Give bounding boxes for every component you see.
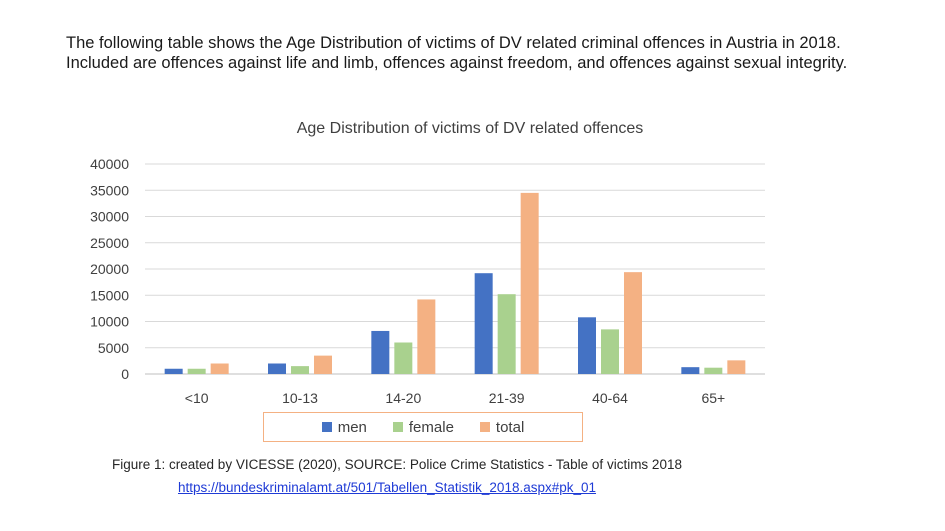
legend-item-men: men xyxy=(321,418,367,436)
bar-female xyxy=(704,367,723,374)
chart-title: Age Distribution of victims of DV relate… xyxy=(296,120,644,137)
y-tick-label: 10000 xyxy=(90,314,129,330)
legend-item-female: female xyxy=(392,418,454,436)
y-tick-label: 25000 xyxy=(90,235,129,251)
bar-total xyxy=(624,272,642,374)
legend-label: men xyxy=(337,418,367,436)
y-tick-label: 5000 xyxy=(98,340,129,356)
bar-men xyxy=(268,363,286,374)
legend-swatch xyxy=(392,422,403,432)
bar-men xyxy=(371,330,390,374)
bar-female xyxy=(394,342,413,374)
bar-men xyxy=(681,367,700,374)
legend-swatch xyxy=(479,422,490,432)
bar-female xyxy=(601,329,619,374)
bar-total xyxy=(520,192,539,374)
y-tick-label: 0 xyxy=(121,366,129,382)
x-tick-label: 21-39 xyxy=(489,390,525,406)
bar-men xyxy=(578,317,596,374)
figure-caption: Figure 1: created by VICESSE (2020), SOU… xyxy=(112,457,682,472)
y-tick-label: 40000 xyxy=(90,156,129,172)
bar-total xyxy=(314,355,332,374)
bars xyxy=(164,192,746,374)
x-tick-label: 10-13 xyxy=(282,390,318,406)
bar-female xyxy=(497,294,516,374)
x-tick-label: 65+ xyxy=(701,390,725,406)
legend-label: total xyxy=(495,418,525,436)
bar-total xyxy=(727,360,746,374)
x-tick-label: <10 xyxy=(185,390,209,406)
grid-lines xyxy=(145,163,765,375)
intro-text: The following table shows the Age Distri… xyxy=(66,34,848,72)
y-tick-label: 35000 xyxy=(90,182,129,198)
x-tick-label: 40-64 xyxy=(592,390,628,406)
bar-men xyxy=(164,368,183,374)
x-axis-tick-labels: <10 10-13 14-20 21-39 40-64 65+ xyxy=(185,390,725,406)
legend-label: female xyxy=(408,418,454,436)
bar-men xyxy=(474,273,493,374)
source-link[interactable]: https://bundeskriminalamt.at/501/Tabelle… xyxy=(178,480,597,495)
legend: men female total xyxy=(263,412,583,442)
legend-swatch xyxy=(321,422,332,432)
y-tick-label: 30000 xyxy=(90,209,129,225)
bar-female xyxy=(187,368,206,374)
bar-female xyxy=(291,366,309,374)
bar-total xyxy=(210,363,229,374)
legend-item-total: total xyxy=(479,418,525,436)
bar-total xyxy=(417,299,436,374)
y-tick-label: 20000 xyxy=(90,261,129,277)
y-tick-label: 15000 xyxy=(90,287,129,303)
x-tick-label: 14-20 xyxy=(385,390,421,406)
y-axis-tick-labels: 0 5000 10000 15000 20000 25000 30000 35000 40000 xyxy=(90,156,129,382)
